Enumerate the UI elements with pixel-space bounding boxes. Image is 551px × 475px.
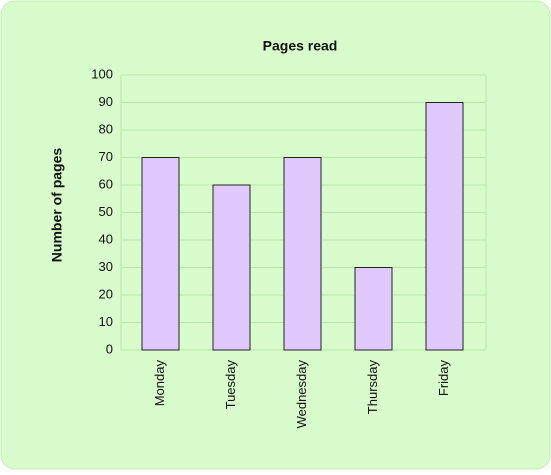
y-tick-label: 40: [99, 231, 113, 246]
y-tick-label: 30: [99, 259, 113, 274]
bar: [283, 157, 322, 351]
bar: [425, 102, 464, 351]
y-tick-label: 0: [106, 341, 113, 356]
bar: [354, 267, 393, 351]
x-tick-label: Friday: [436, 360, 451, 397]
y-axis-label: Number of pages: [49, 148, 65, 263]
y-tick-label: 50: [99, 204, 113, 219]
bar: [141, 157, 180, 351]
x-tick-label: Tuesday: [223, 360, 238, 410]
y-tick-label: 60: [99, 176, 113, 191]
y-tick-label: 70: [99, 149, 113, 164]
x-tick-label: Thursday: [365, 360, 380, 415]
y-tick-label: 20: [99, 286, 113, 301]
x-tick-label: Monday: [152, 360, 167, 407]
bar: [212, 184, 251, 351]
chart-title: Pages read: [263, 38, 338, 54]
y-tick-label: 90: [99, 94, 113, 109]
y-tick-label: 80: [99, 121, 113, 136]
x-tick-label: Wednesday: [294, 360, 309, 429]
y-tick-label: 100: [91, 66, 113, 81]
y-tick-label: 10: [99, 314, 113, 329]
